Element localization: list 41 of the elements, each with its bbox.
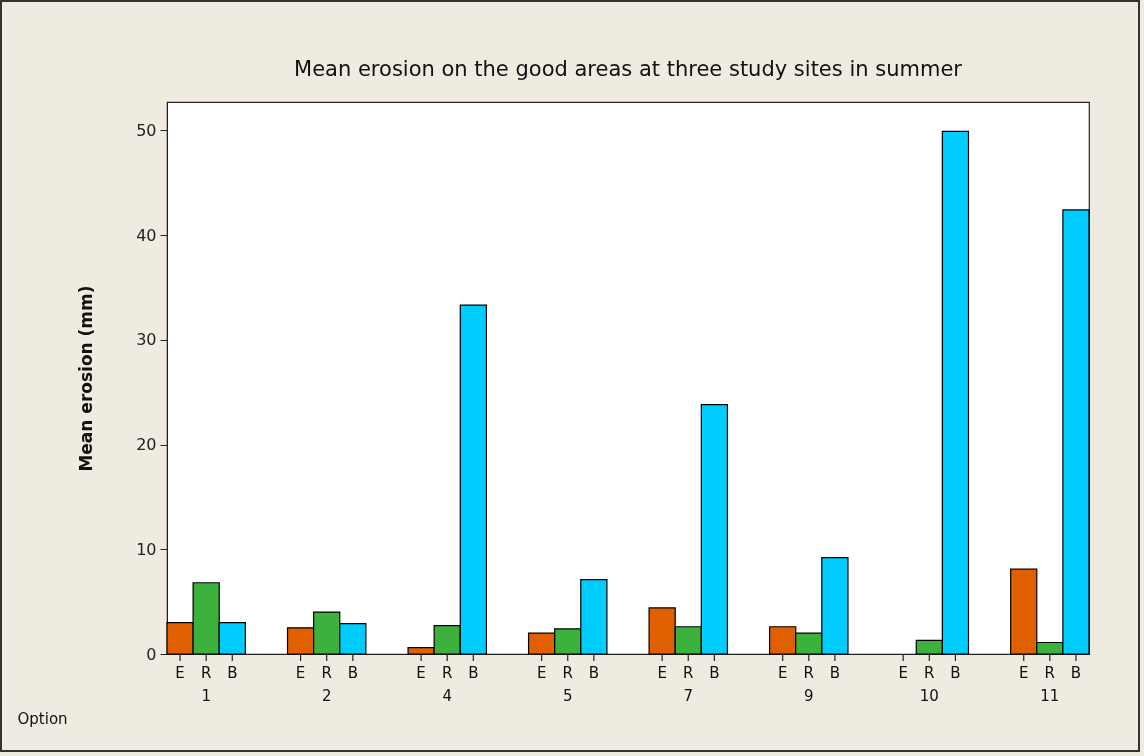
y-tick-label: 10 — [136, 539, 157, 559]
text: B — [829, 664, 841, 682]
chart-title: Mean erosion on the good areas at three study sites in summer — [294, 57, 963, 81]
text: R — [924, 664, 935, 682]
text: R — [1044, 664, 1056, 682]
x-tick-label: 9 — [804, 686, 814, 705]
series-label: E — [175, 664, 185, 682]
text: E — [657, 664, 667, 682]
y-tick-label: 20 — [136, 435, 157, 455]
text: E — [536, 664, 547, 682]
x-axis-title: Option — [17, 709, 68, 728]
y-tick-label: 0 — [146, 644, 157, 664]
x-tick-label: 4 — [442, 686, 452, 705]
text: E — [416, 664, 426, 682]
text: B — [588, 664, 599, 682]
text: B — [950, 664, 961, 682]
x-tick-label: 11 — [1040, 686, 1060, 705]
text: R — [442, 664, 453, 682]
text: E — [898, 664, 908, 682]
text: R — [321, 664, 332, 682]
text: E — [1018, 664, 1029, 682]
text: B — [1070, 664, 1082, 682]
text: E — [295, 664, 306, 682]
y-axis-title: Mean erosion (mm) — [76, 285, 97, 472]
text: R — [562, 664, 573, 682]
text: R — [683, 664, 694, 682]
series-label: R — [200, 664, 212, 682]
series-label: B — [227, 664, 238, 682]
x-tick-label: 2 — [321, 686, 332, 705]
text: R — [803, 664, 814, 682]
x-tick-label: 10 — [919, 686, 939, 705]
y-tick-label: 30 — [136, 330, 157, 350]
text: B — [468, 664, 479, 682]
y-tick-label: 40 — [136, 225, 157, 245]
y-tick-label: 50 — [136, 120, 157, 140]
text: E — [777, 664, 788, 682]
x-tick-label: 1 — [201, 686, 211, 705]
text: B — [709, 664, 720, 682]
x-tick-label: 5 — [562, 686, 573, 705]
text: B — [347, 664, 358, 682]
x-tick-label: 7 — [683, 686, 694, 705]
